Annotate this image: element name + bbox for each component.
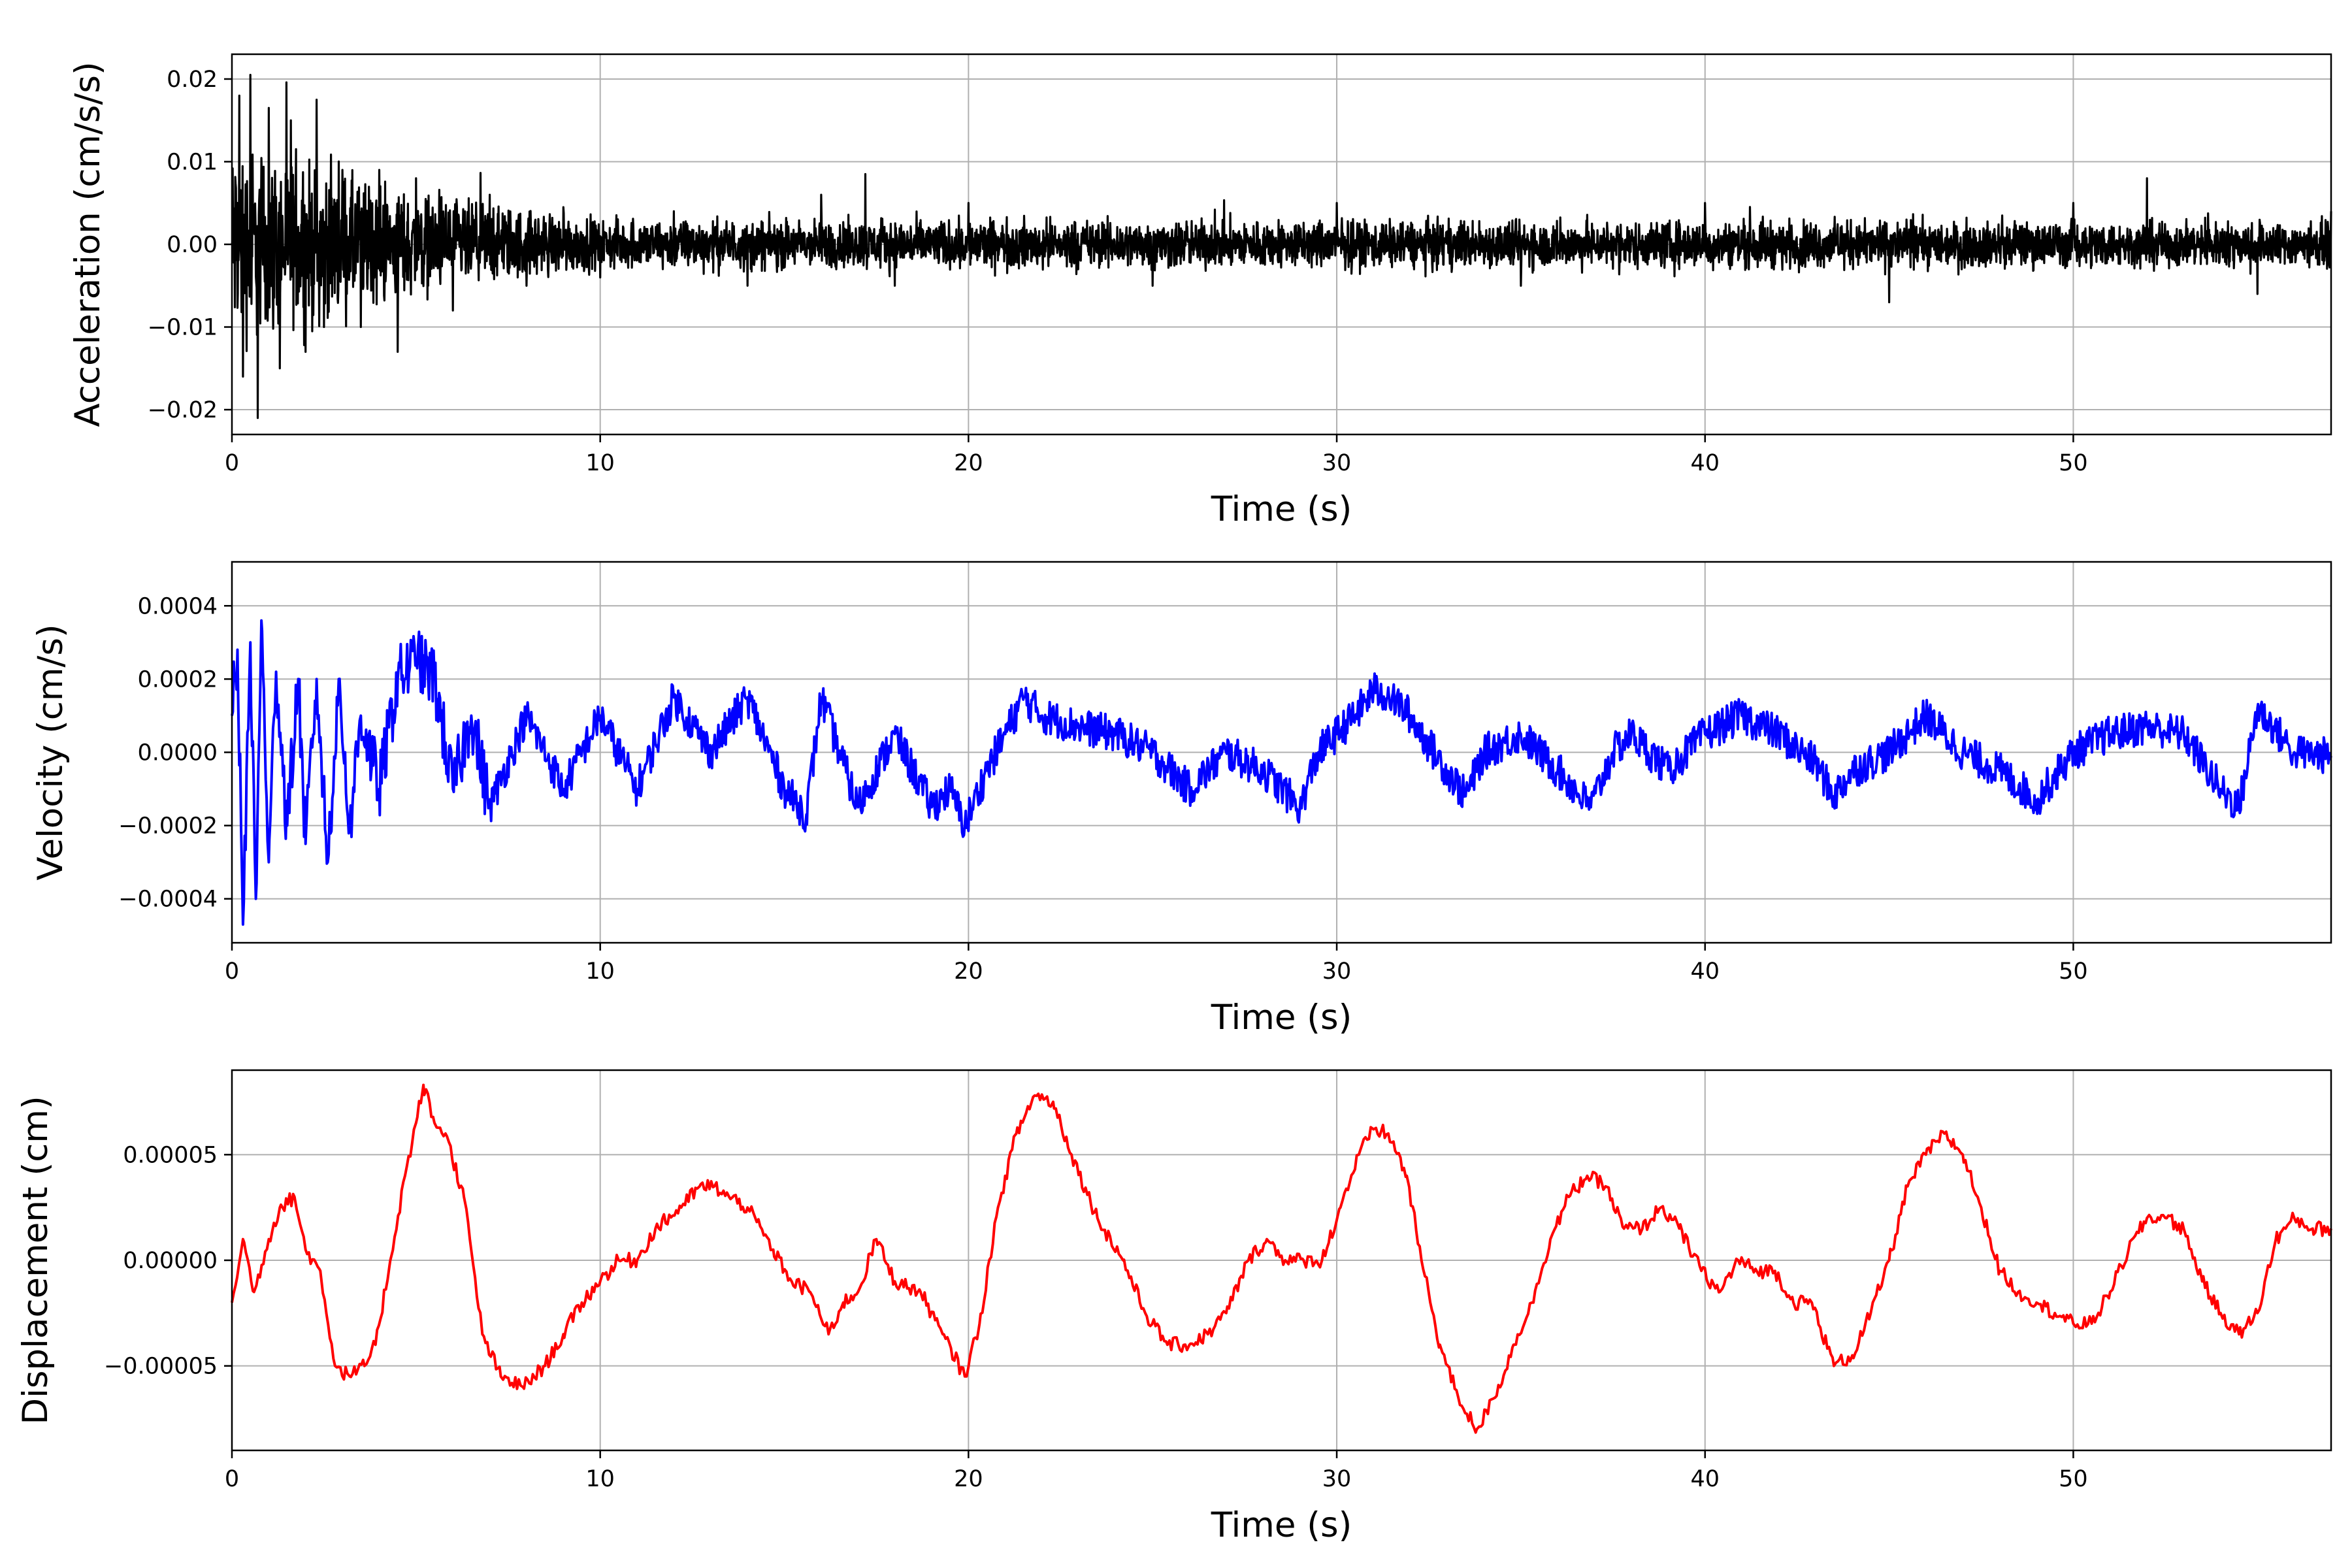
acceleration-x-tick-label: 0 [225, 450, 239, 476]
acceleration-y-tick-label: −0.01 [148, 315, 218, 341]
acceleration-x-ticks: 0 10 20 30 40 50 [225, 434, 2088, 476]
displacement-x-tick-label: 30 [1322, 1466, 1352, 1492]
velocity-x-tick-label: 10 [585, 958, 615, 985]
velocity-x-tick-label: 30 [1322, 958, 1352, 985]
velocity-series [231, 619, 2332, 926]
displacement-series [231, 1083, 2332, 1434]
acceleration-x-tick-label: 20 [954, 450, 983, 476]
acceleration-y-ticks: −0.02 −0.01 0.00 0.01 0.02 [148, 67, 232, 423]
velocity-x-tick-label: 0 [225, 958, 239, 985]
displacement-x-tick-label: 0 [225, 1466, 239, 1492]
displacement-x-ticks: 0 10 20 30 40 50 [225, 1450, 2088, 1492]
acceleration-series [231, 74, 2332, 419]
acceleration-trace-line [231, 74, 2332, 419]
velocity-x-tick-label: 50 [2059, 958, 2088, 985]
displacement-x-tick-label: 10 [585, 1466, 615, 1492]
acceleration-y-axis-label: Acceleration (cm/s/s) [68, 61, 108, 427]
velocity-y-tick-label: 0.0000 [138, 740, 218, 766]
acceleration-x-tick-label: 50 [2059, 450, 2088, 476]
displacement-y-tick-label: −0.00005 [104, 1354, 218, 1380]
velocity-trace-line [231, 619, 2332, 926]
displacement-panel: 0 10 20 30 40 50 −0.00005 0.00000 0.00005 Time … [16, 1069, 2332, 1545]
velocity-y-tick-label: 0.0004 [138, 593, 218, 619]
acceleration-y-tick-label: −0.02 [148, 397, 218, 423]
acceleration-panel: 0 10 20 30 40 50 −0.02 −0.01 0.00 0.01 0.02 Time … [68, 53, 2332, 529]
velocity-y-axis-label: Velocity (cm/s) [31, 624, 71, 880]
acceleration-x-tick-label: 30 [1322, 450, 1352, 476]
velocity-x-ticks: 0 10 20 30 40 50 [225, 943, 2088, 985]
velocity-y-tick-label: −0.0002 [118, 813, 218, 840]
displacement-y-axis-label: Displacement (cm) [16, 1096, 56, 1424]
displacement-x-axis-label: Time (s) [1211, 1505, 1352, 1545]
velocity-y-tick-label: 0.0002 [138, 666, 218, 693]
velocity-x-tick-label: 20 [954, 958, 983, 985]
acceleration-x-axis-label: Time (s) [1211, 489, 1352, 529]
acceleration-y-tick-label: 0.02 [167, 67, 218, 93]
acceleration-x-tick-label: 10 [585, 450, 615, 476]
displacement-x-tick-label: 50 [2059, 1466, 2088, 1492]
acceleration-y-tick-label: 0.00 [167, 232, 218, 258]
velocity-x-axis-label: Time (s) [1211, 998, 1352, 1037]
displacement-y-tick-label: 0.00000 [123, 1248, 218, 1274]
displacement-x-tick-label: 20 [954, 1466, 983, 1492]
displacement-y-tick-label: 0.00005 [123, 1142, 218, 1168]
velocity-x-tick-label: 40 [1690, 958, 1720, 985]
velocity-y-tick-label: −0.0004 [118, 887, 218, 913]
velocity-panel: 0 10 20 30 40 50 −0.0004 −0.0002 0.0000 0.0002 0.… [31, 561, 2332, 1037]
displacement-y-ticks: −0.00005 0.00000 0.00005 [104, 1142, 232, 1380]
displacement-x-tick-label: 40 [1690, 1466, 1720, 1492]
acceleration-y-tick-label: 0.01 [167, 149, 218, 175]
acceleration-x-tick-label: 40 [1690, 450, 1720, 476]
velocity-y-ticks: −0.0004 −0.0002 0.0000 0.0002 0.0004 [118, 593, 232, 913]
displacement-trace-line [231, 1083, 2332, 1434]
